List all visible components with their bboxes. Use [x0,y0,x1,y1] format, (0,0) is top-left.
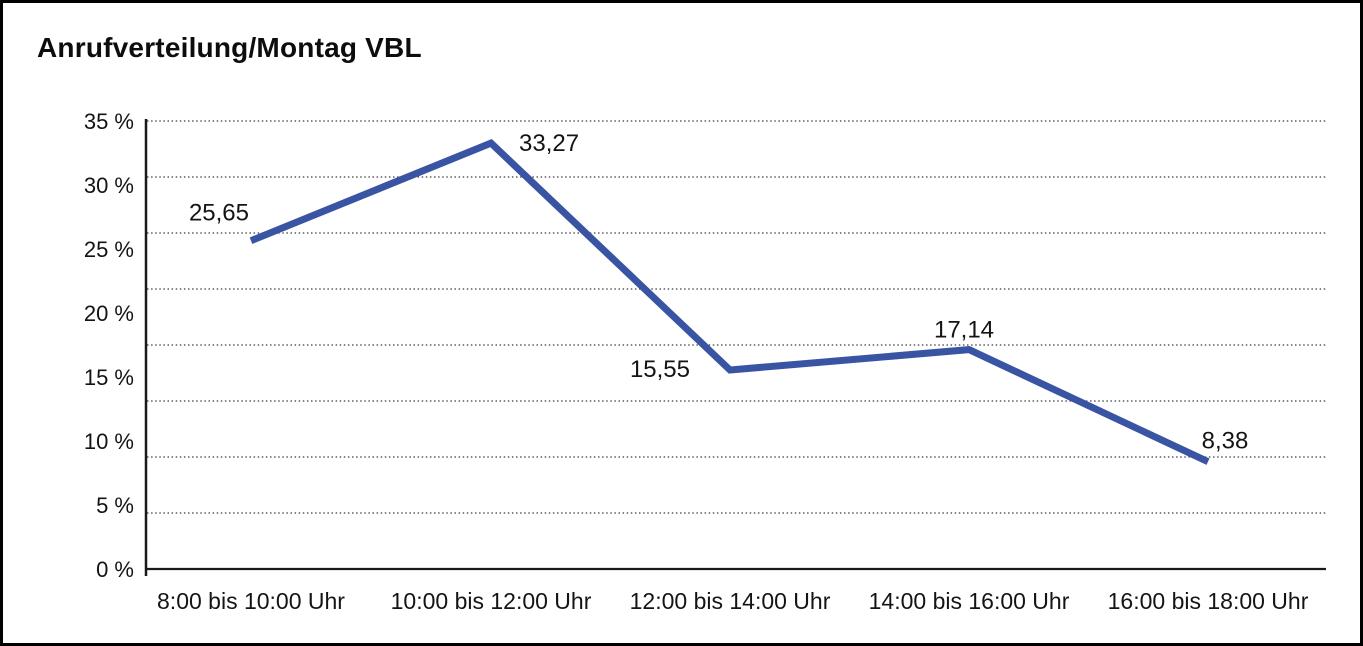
chart-title: Anrufverteilung/Montag VBL [37,32,422,63]
data-series-line [249,139,1210,465]
y-tick-label: 30 % [84,173,134,198]
point-value-label: 17,14 [934,317,994,344]
y-tick-label: 20 % [84,301,134,326]
y-tick-label: 5 % [96,493,134,518]
x-category-label: 10:00 bis 12:00 Uhr [391,588,592,614]
y-tick-label: 25 % [84,237,134,262]
point-value-label: 15,55 [630,356,690,383]
y-tick-label: 15 % [84,365,134,390]
point-value-label: 25,65 [189,200,249,227]
x-category-label: 8:00 bis 10:00 Uhr [157,588,345,614]
y-tick-label: 10 % [84,429,134,454]
x-category-label: 16:00 bis 18:00 Uhr [1108,588,1309,614]
point-value-label: 8,38 [1202,428,1249,455]
x-category-label: 14:00 bis 16:00 Uhr [869,588,1070,614]
y-tick-label: 35 % [84,109,134,134]
x-category-label: 12:00 bis 14:00 Uhr [630,588,831,614]
point-value-label: 33,27 [519,130,579,157]
line-chart: 35 % 30 % 25 % 20 % 15 % 10 % 5 % 0 % 8:00 bis 1… [84,109,1326,614]
y-tick-label: 0 % [96,557,134,582]
